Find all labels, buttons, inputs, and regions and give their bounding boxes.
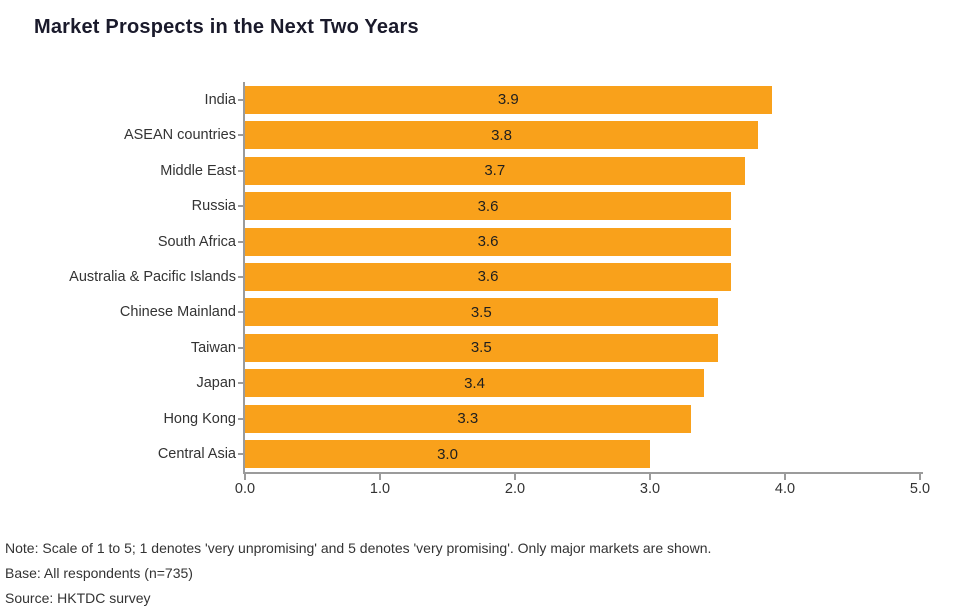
category-tick-zone: [236, 437, 245, 472]
page-title: Market Prospects in the Next Two Years: [34, 16, 419, 38]
x-axis-tick: [649, 474, 651, 480]
bar-value-label: 3.0: [437, 445, 458, 463]
bar: 3.3: [245, 404, 691, 433]
category-tick: [238, 311, 245, 314]
row-plot-area: 3.6: [245, 227, 920, 256]
bar: 3.4: [245, 369, 704, 398]
bar: 3.0: [245, 440, 650, 469]
category-tick: [238, 275, 245, 278]
category-tick: [238, 346, 245, 349]
chart-row: Australia & Pacific Islands 3.6: [0, 259, 920, 294]
category-label: Japan: [196, 375, 236, 392]
category-tick: [238, 453, 245, 456]
category-tick: [238, 98, 245, 101]
bar-value-label: 3.6: [477, 233, 499, 251]
category-label: Russia: [191, 198, 236, 215]
row-plot-area: 3.6: [245, 192, 920, 221]
category-tick-zone: [236, 366, 245, 401]
category-tick-zone: [236, 401, 245, 436]
bar: 3.5: [245, 333, 718, 362]
chart-row: Japan 3.4: [0, 366, 920, 401]
row-plot-area: 3.6: [245, 262, 920, 291]
bar: 3.5: [245, 298, 718, 327]
category-label: India: [204, 91, 236, 108]
category-label: Central Asia: [157, 446, 236, 463]
bar-value-label: 3.6: [477, 197, 499, 215]
category-tick: [238, 240, 245, 243]
row-plot-area: 3.8: [245, 121, 920, 150]
category-label: Chinese Mainland: [119, 304, 236, 321]
bar: 3.9: [245, 85, 772, 114]
bar-value-label: 3.7: [484, 162, 506, 180]
bar: 3.7: [245, 156, 745, 185]
category-label: Australia & Pacific Islands: [69, 268, 236, 285]
bar-value-label: 3.8: [491, 126, 512, 144]
bar-value-label: 3.4: [464, 374, 485, 392]
category-label: Taiwan: [190, 339, 236, 356]
category-tick: [238, 169, 245, 172]
x-axis: 0.0 1.0 2.0 3.0 4.0 5.0: [235, 472, 930, 502]
x-axis-tick: [514, 474, 516, 480]
x-axis-tick: [919, 474, 921, 480]
bar-value-label: 3.5: [470, 303, 492, 321]
chart-row: ASEAN countries 3.8: [0, 117, 920, 152]
chart-footnotes: Note: Scale of 1 to 5; 1 denotes 'very u…: [5, 536, 711, 611]
category-tick-zone: [236, 224, 245, 259]
category-tick-zone: [236, 295, 245, 330]
x-axis-tick: [379, 474, 381, 480]
bar-value-label: 3.9: [497, 91, 519, 109]
row-plot-area: 3.5: [245, 333, 920, 362]
category-tick-zone: [236, 153, 245, 188]
row-plot-area: 3.5: [245, 298, 920, 327]
chart-row: Russia 3.6: [0, 188, 920, 223]
x-axis-tick-label: 4.0: [774, 481, 796, 497]
x-axis-tick-label: 3.0: [639, 481, 661, 497]
bar: 3.8: [245, 121, 758, 150]
category-tick-zone: [236, 330, 245, 365]
category-tick-zone: [236, 188, 245, 223]
chart-row: Hong Kong 3.3: [0, 401, 920, 436]
bar: 3.6: [245, 192, 731, 221]
category-tick-zone: [236, 259, 245, 294]
x-axis-tick-label: 0.0: [234, 481, 256, 497]
x-axis-tick-label: 1.0: [369, 481, 391, 497]
category-tick: [238, 205, 245, 208]
chart-row: Chinese Mainland 3.5: [0, 295, 920, 330]
chart-row: Central Asia 3.0: [0, 437, 920, 472]
row-plot-area: 3.9: [245, 85, 920, 114]
chart-row: Taiwan 3.5: [0, 330, 920, 365]
row-plot-area: 3.0: [245, 440, 920, 469]
bar: 3.6: [245, 227, 731, 256]
note-scale: Note: Scale of 1 to 5; 1 denotes 'very u…: [5, 540, 712, 556]
category-label: Hong Kong: [163, 410, 236, 427]
chart-row: South Africa 3.6: [0, 224, 920, 259]
chart-row: Middle East 3.7: [0, 153, 920, 188]
note-base: Base: All respondents (n=735): [5, 565, 193, 581]
row-plot-area: 3.3: [245, 404, 920, 433]
category-tick: [238, 417, 245, 420]
bar: 3.6: [245, 262, 731, 291]
chart-row: India 3.9: [0, 82, 920, 117]
category-label: Middle East: [160, 162, 236, 179]
row-plot-area: 3.7: [245, 156, 920, 185]
category-tick: [238, 134, 245, 137]
category-label: South Africa: [157, 233, 236, 250]
chart-rows: India 3.9 ASEAN countries 3.8 Middle East 3.7…: [0, 82, 920, 472]
category-tick-zone: [236, 82, 245, 117]
x-axis-tick-label: 5.0: [909, 481, 931, 497]
x-axis-tick-label: 2.0: [504, 481, 526, 497]
bar-chart: India 3.9 ASEAN countries 3.8 Middle East 3.7…: [0, 82, 930, 502]
x-axis-tick: [784, 474, 786, 480]
row-plot-area: 3.4: [245, 369, 920, 398]
category-label: ASEAN countries: [123, 127, 236, 144]
note-source: Source: HKTDC survey: [5, 590, 151, 606]
bar-value-label: 3.3: [457, 410, 479, 428]
category-tick: [238, 382, 245, 385]
bar-value-label: 3.5: [470, 339, 492, 357]
category-tick-zone: [236, 117, 245, 152]
x-axis-tick: [244, 474, 246, 480]
bar-value-label: 3.6: [477, 268, 499, 286]
